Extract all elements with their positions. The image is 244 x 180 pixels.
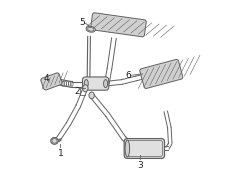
Text: 3: 3 [137, 161, 143, 170]
FancyBboxPatch shape [41, 73, 62, 90]
FancyBboxPatch shape [82, 77, 109, 90]
Text: 4: 4 [44, 74, 50, 83]
Ellipse shape [104, 80, 108, 88]
Text: 1: 1 [58, 149, 63, 158]
Text: 5: 5 [80, 18, 85, 27]
Ellipse shape [83, 85, 88, 92]
Ellipse shape [125, 140, 130, 157]
Text: 6: 6 [125, 71, 131, 80]
FancyBboxPatch shape [124, 139, 164, 158]
Text: 2: 2 [74, 87, 80, 96]
Ellipse shape [84, 80, 88, 88]
Ellipse shape [51, 138, 58, 144]
Ellipse shape [89, 92, 94, 99]
FancyBboxPatch shape [140, 59, 183, 89]
Ellipse shape [86, 26, 95, 32]
FancyBboxPatch shape [91, 13, 146, 37]
